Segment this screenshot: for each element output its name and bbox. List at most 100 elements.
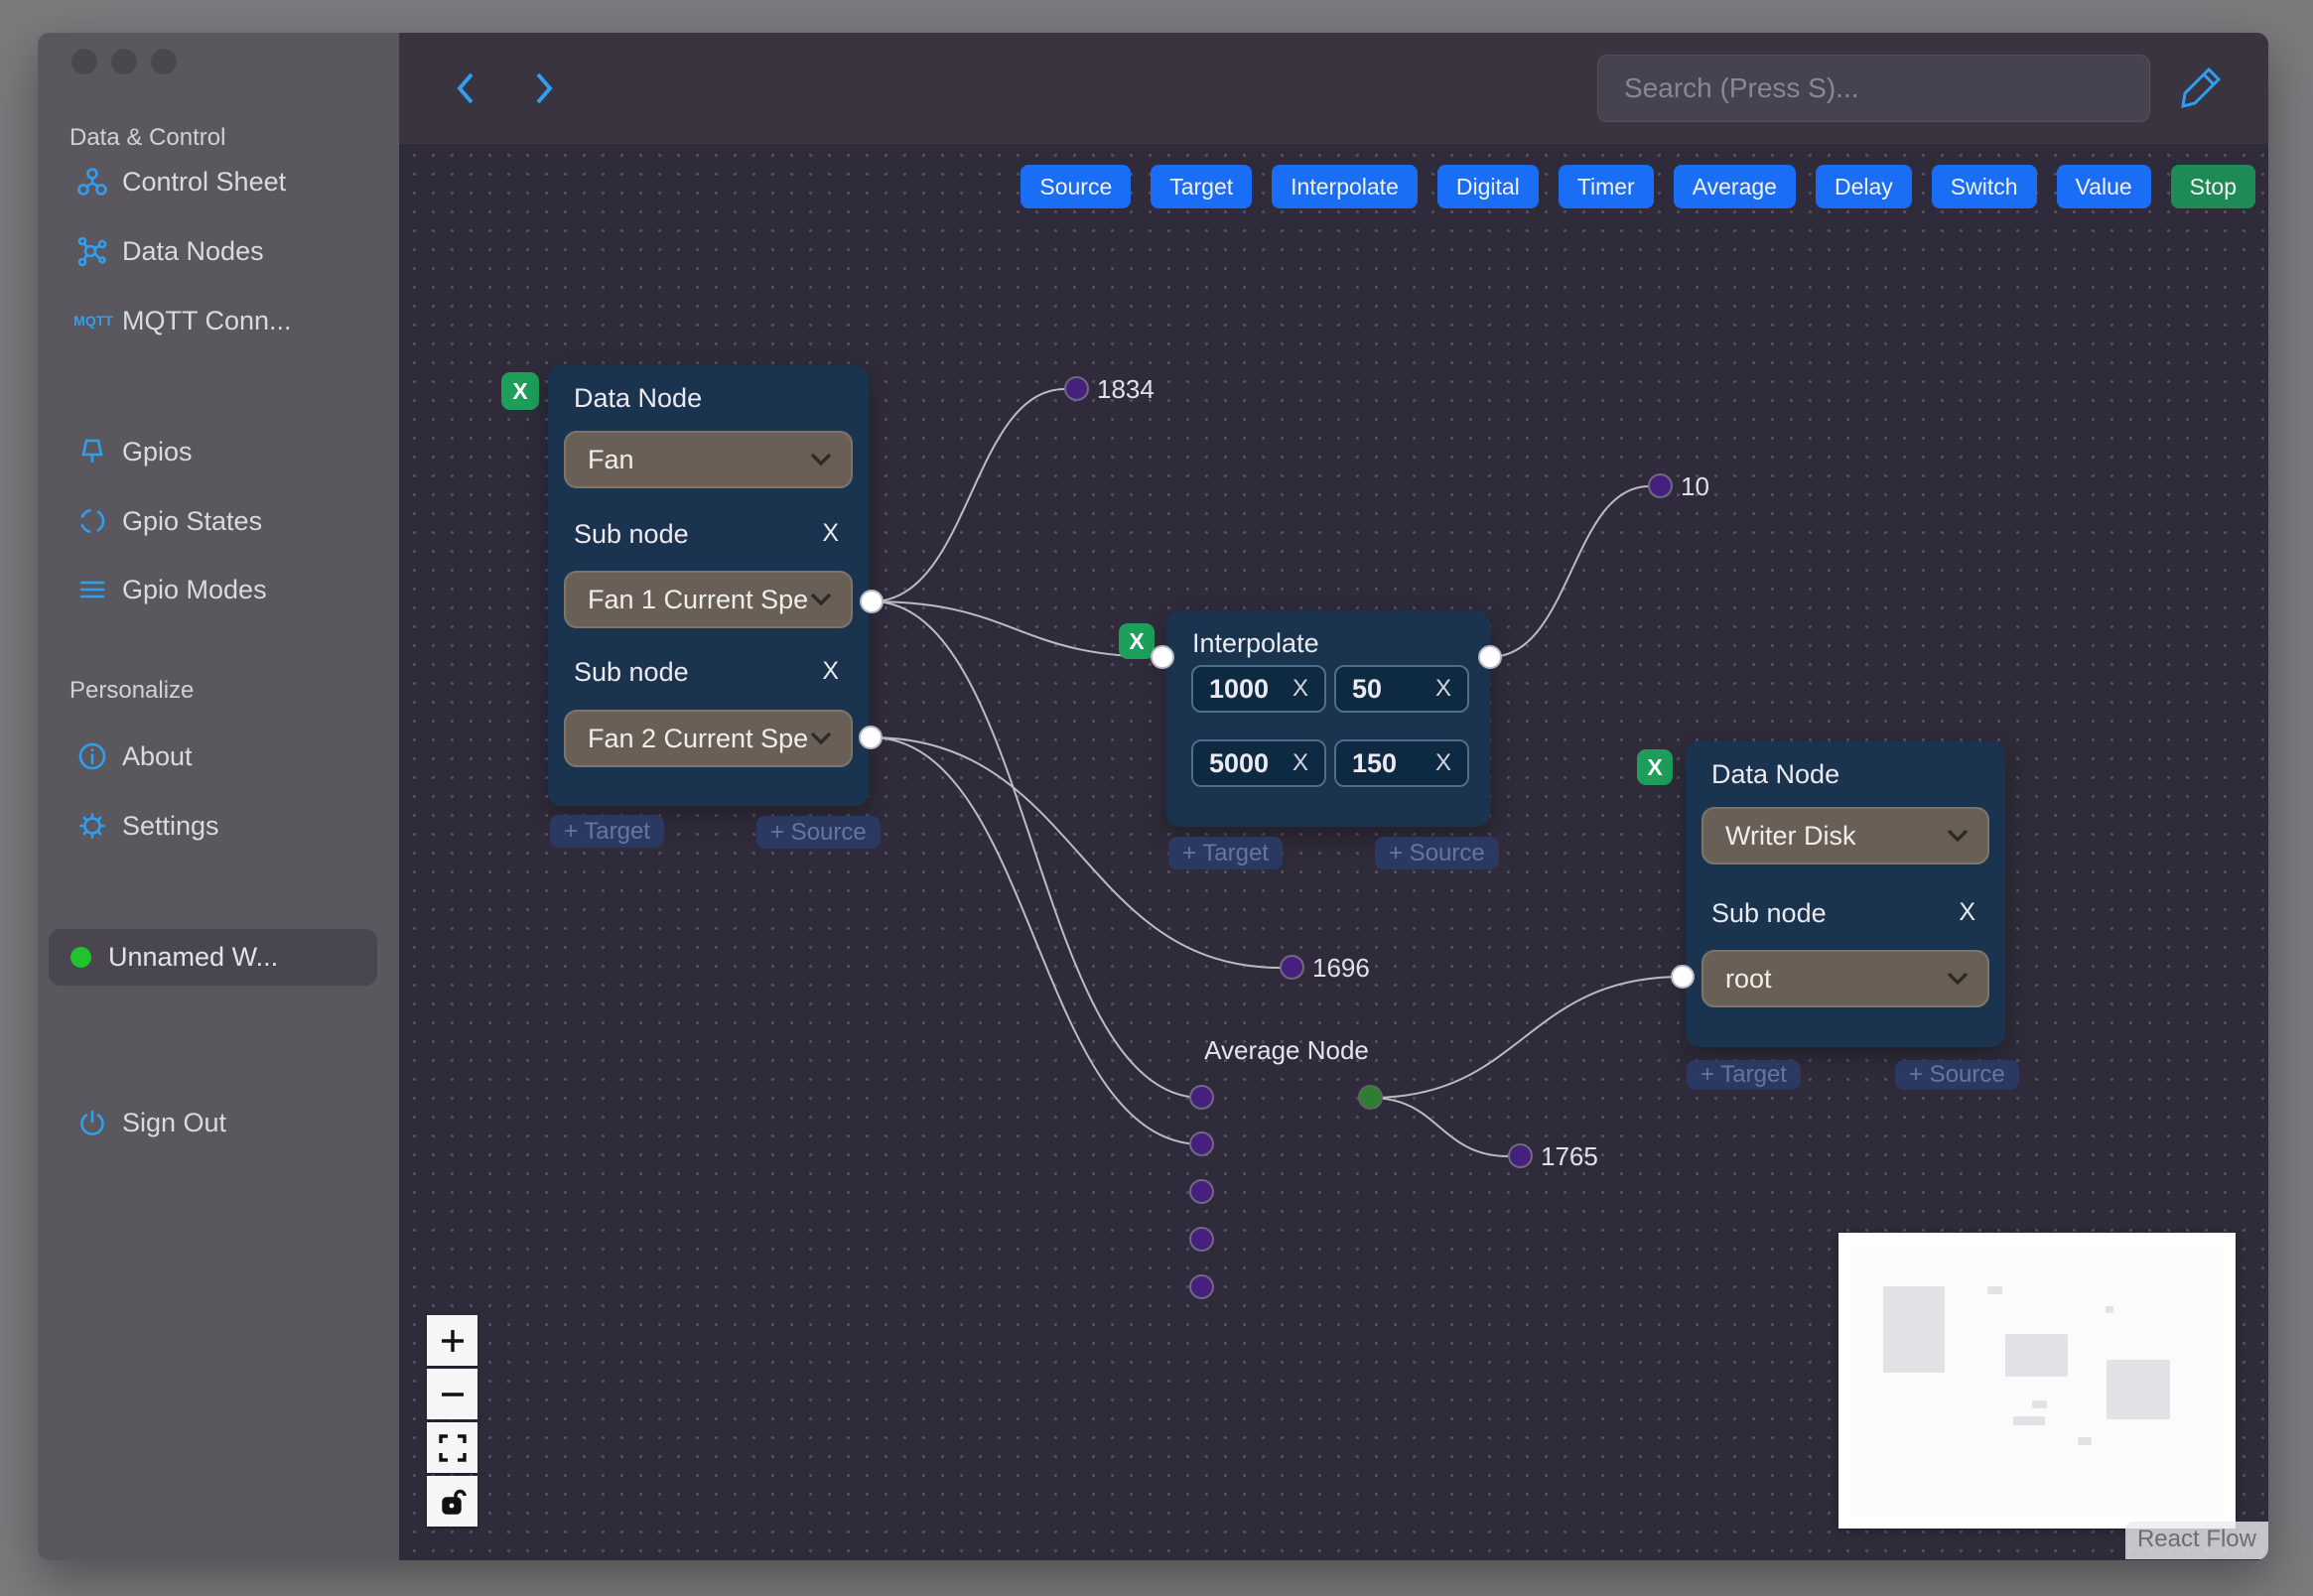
add-source-button[interactable]: Source [1020,165,1132,208]
sidebar-item-label: Gpio Modes [122,574,267,604]
data-node-writer-disk[interactable]: Data Node Writer Disk Sub node X root [1686,741,2005,1047]
device-select[interactable]: Writer Disk [1701,807,1989,864]
zoom-window-icon[interactable] [151,49,177,74]
sidebar-item-data-nodes[interactable]: Data Nodes [38,228,399,274]
sidebar-item-about[interactable]: About [38,733,399,779]
app-window: Data & Control Control Sheet Data Nodes … [38,33,2268,1560]
target-handle[interactable] [1189,1179,1214,1204]
edge-interpolate-10 [1489,485,1650,658]
add-source-handle-button[interactable]: + Source [756,816,881,849]
edge-value-label: 1765 [1541,1141,1598,1171]
target-handle[interactable] [1151,645,1174,669]
target-handle[interactable] [1189,1085,1214,1110]
remove-sub-node-button[interactable]: X [1959,898,1975,926]
sub-node-label: Sub node [574,657,689,687]
add-interpolate-button[interactable]: Interpolate [1272,165,1418,208]
sidebar-item-settings[interactable]: Settings [38,803,399,849]
interpolate-value-field[interactable]: 5000 X [1191,739,1326,787]
chevron-down-icon [1947,829,1969,843]
interpolate-value-field[interactable]: 1000 X [1191,665,1326,713]
edge-average-1765 [1370,1097,1510,1157]
back-chevron-icon[interactable] [450,68,481,108]
sub-node-select[interactable]: root [1701,950,1989,1007]
edge-value-label: 10 [1681,471,1709,501]
edge-value-label: 1696 [1312,953,1370,983]
minimize-window-icon[interactable] [111,49,137,74]
add-value-button[interactable]: Value [2056,165,2151,208]
window-traffic-lights[interactable] [71,49,177,74]
add-target-handle-button[interactable]: + Target [1687,1060,1801,1090]
delete-node-button[interactable]: X [1119,623,1155,659]
sidebar-item-sign-out[interactable]: Sign Out [38,1100,399,1145]
sidebar-item-gpio-states[interactable]: Gpio States [38,498,399,544]
edge-endpoint-dot[interactable] [1508,1143,1533,1168]
forward-chevron-icon[interactable] [528,68,560,108]
add-delay-button[interactable]: Delay [1815,165,1912,208]
remove-value-button[interactable]: X [1434,675,1451,702]
zoom-in-button[interactable] [427,1315,477,1366]
sidebar-section-data-control: Data & Control [69,124,226,151]
info-icon [75,739,109,773]
sidebar-item-control-sheet[interactable]: Control Sheet [38,159,399,204]
delete-node-button[interactable]: X [1637,749,1673,785]
add-source-handle-button[interactable]: + Source [1375,837,1499,869]
edge-endpoint-dot[interactable] [1064,376,1089,401]
add-target-handle-button[interactable]: + Target [1168,837,1283,869]
add-timer-button[interactable]: Timer [1558,165,1654,208]
edge-endpoint-dot[interactable] [1648,473,1673,498]
source-handle[interactable] [1358,1085,1383,1110]
stop-button[interactable]: Stop [2170,165,2255,208]
add-average-button[interactable]: Average [1673,165,1796,208]
add-digital-button[interactable]: Digital [1436,165,1539,208]
interpolate-node[interactable]: Interpolate 1000 X 50 X 5000 X 150 X [1166,610,1490,827]
minimap-node [2106,1306,2113,1313]
fit-view-button[interactable] [427,1422,477,1473]
sub-node-select[interactable]: Fan 1 Current Spe [564,571,853,628]
target-handle[interactable] [1671,965,1695,989]
sub-node-select[interactable]: Fan 2 Current Spe [564,710,853,767]
lock-toggle-button[interactable] [427,1476,477,1527]
sidebar-item-gpios[interactable]: Gpios [38,429,399,474]
target-handle[interactable] [1189,1274,1214,1299]
remove-value-button[interactable]: X [1434,749,1451,776]
fit-view-icon [438,1433,467,1462]
remove-value-button[interactable]: X [1292,675,1308,702]
remove-value-button[interactable]: X [1292,749,1308,776]
close-window-icon[interactable] [71,49,97,74]
add-target-button[interactable]: Target [1151,165,1253,208]
edge-endpoint-dot[interactable] [1280,955,1304,980]
delete-node-button[interactable]: X [501,372,539,410]
data-node-fan[interactable]: Data Node Fan Sub node X Fan 1 Current S… [548,365,869,806]
workflow-status-dot-icon [70,947,91,968]
sidebar-item-workflow-selected[interactable]: Unnamed W... [49,929,377,986]
power-icon [75,1106,109,1139]
remove-sub-node-button[interactable]: X [822,657,839,685]
search-input[interactable] [1598,56,2149,121]
add-source-handle-button[interactable]: + Source [1895,1060,2019,1090]
interpolate-value-field[interactable]: 50 X [1334,665,1469,713]
source-handle[interactable] [860,590,884,613]
edge-value-label: 1834 [1097,374,1155,404]
unlock-icon [441,1489,467,1515]
sidebar-item-mqtt[interactable]: MQTT MQTT Conn... [38,298,399,343]
edit-pencil-icon[interactable] [2176,61,2228,112]
add-target-handle-button[interactable]: + Target [550,815,664,848]
remove-sub-node-button[interactable]: X [822,519,839,547]
source-handle[interactable] [859,726,883,749]
target-handle[interactable] [1189,1227,1214,1252]
device-select[interactable]: Fan [564,431,853,488]
chevron-down-icon [810,593,832,606]
minimap-node [2107,1360,2170,1419]
source-handle[interactable] [1478,645,1502,669]
zoom-out-button[interactable] [427,1369,477,1419]
flow-canvas[interactable]: Source Target Interpolate Digital Timer … [399,144,2268,1560]
add-switch-button[interactable]: Switch [1931,165,2037,208]
interpolate-value-field[interactable]: 150 X [1334,739,1469,787]
sidebar-item-label: Sign Out [122,1107,227,1137]
sub-node-select-value: Fan 1 Current Spe [588,584,809,614]
sidebar-item-gpio-modes[interactable]: Gpio Modes [38,567,399,612]
target-handle[interactable] [1189,1131,1214,1156]
minimap-node [2013,1416,2045,1425]
minimap[interactable] [1838,1233,2236,1529]
chevron-down-icon [810,732,832,745]
